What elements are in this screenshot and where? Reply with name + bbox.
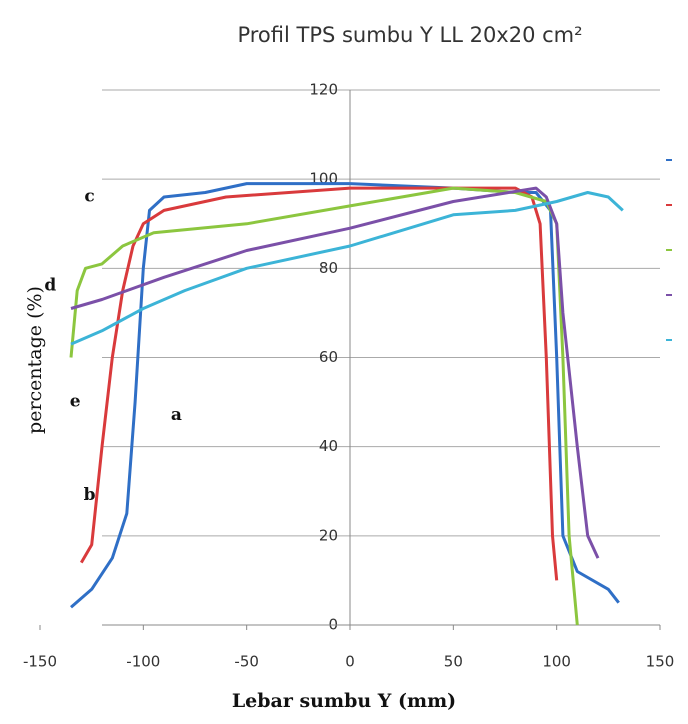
annotation: a (171, 405, 182, 425)
y-tick-label: 60 (319, 348, 338, 366)
y-tick-label: 20 (319, 526, 338, 544)
x-tick-label: 0 (345, 653, 355, 671)
series-line (70, 186, 600, 559)
series-line (70, 191, 624, 346)
x-axis-label: Lebar sumbu Y (mm) (232, 690, 456, 712)
x-tick-label: 50 (444, 653, 463, 671)
y-tick-label: 40 (319, 437, 338, 455)
x-tick-label: -100 (126, 653, 160, 671)
x-tick-label: -150 (23, 653, 57, 671)
x-tick-label: 100 (542, 653, 571, 671)
annotation: e (70, 392, 81, 412)
series-line (70, 182, 620, 609)
series-line (80, 186, 559, 581)
y-axis-label: percentage (%) (24, 286, 46, 434)
chart-title: Profil TPS sumbu Y LL 20x20 cm² (237, 23, 582, 47)
y-tick-label: 80 (319, 259, 338, 277)
annotation: d (44, 276, 56, 296)
annotation: b (84, 485, 96, 505)
annotation: c (84, 187, 94, 207)
series-line (69, 186, 579, 626)
x-tick-label: -50 (234, 653, 259, 671)
x-tick-label: 150 (646, 653, 675, 671)
y-tick-label: 120 (309, 81, 338, 99)
